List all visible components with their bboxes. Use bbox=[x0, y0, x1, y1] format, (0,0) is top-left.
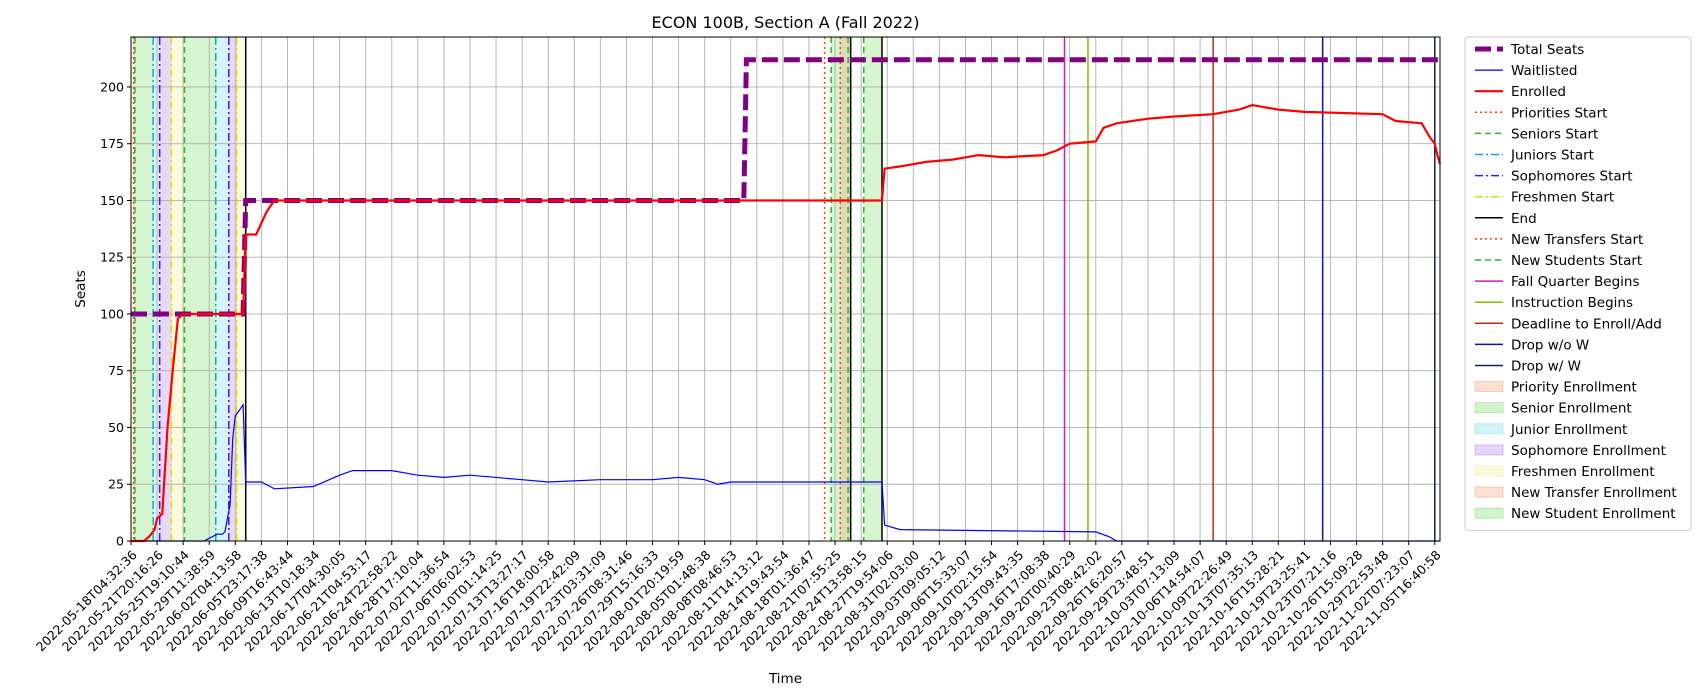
legend-label-1: Waitlisted bbox=[1511, 63, 1578, 79]
y-tick-label-5: 125 bbox=[100, 250, 124, 265]
legend-label-14: Drop w/o W bbox=[1511, 337, 1589, 353]
legend-label-16: Priority Enrollment bbox=[1511, 380, 1637, 396]
region-3 bbox=[159, 37, 172, 541]
region-11 bbox=[863, 37, 882, 541]
series-line-1 bbox=[131, 402, 1440, 542]
region-6 bbox=[215, 37, 229, 541]
legend-swatch-21 bbox=[1474, 486, 1504, 498]
legend-swatch-19 bbox=[1474, 444, 1504, 456]
enrollment-regions bbox=[133, 37, 882, 541]
legend-swatch-20 bbox=[1474, 465, 1504, 477]
legend-label-8: End bbox=[1511, 211, 1537, 227]
region-10 bbox=[840, 37, 851, 541]
legend-swatch-22 bbox=[1474, 507, 1504, 519]
y-tick-label-3: 75 bbox=[108, 363, 124, 378]
y-tick-label-0: 0 bbox=[116, 534, 124, 549]
series-line-0 bbox=[131, 57, 1440, 317]
region-7 bbox=[228, 37, 237, 541]
y-tick-label-2: 50 bbox=[108, 420, 124, 435]
legend-label-3: Priorities Start bbox=[1511, 105, 1607, 121]
grid-lines bbox=[130, 37, 1440, 542]
y-axis-label: Seats bbox=[73, 270, 89, 307]
legend-label-0: Total Seats bbox=[1510, 42, 1584, 58]
series-line-2 bbox=[131, 103, 1442, 543]
legend-label-10: New Students Start bbox=[1511, 253, 1642, 269]
legend-swatch-17 bbox=[1474, 402, 1504, 414]
legend-label-9: New Transfers Start bbox=[1511, 232, 1643, 248]
y-tick-label-1: 25 bbox=[108, 477, 124, 492]
x-axis-label: Time bbox=[768, 671, 802, 687]
legend-label-15: Drop w/ W bbox=[1511, 359, 1581, 375]
y-tick-label-8: 200 bbox=[100, 79, 124, 94]
region-1 bbox=[134, 37, 154, 541]
y-tick-label-6: 150 bbox=[100, 193, 124, 208]
region-4 bbox=[171, 37, 185, 541]
region-5 bbox=[184, 37, 216, 541]
x-axis-ticks: 2022-05-18T04:32:362022-05-21T20:16:2620… bbox=[33, 541, 1444, 654]
plot-frame bbox=[130, 36, 1441, 542]
legend-label-12: Instruction Begins bbox=[1511, 295, 1633, 311]
legend-label-18: Junior Enrollment bbox=[1510, 422, 1627, 438]
region-8 bbox=[236, 37, 246, 541]
event-lines bbox=[132, 37, 1436, 541]
data-series bbox=[131, 57, 1442, 543]
legend-label-19: Sophomore Enrollment bbox=[1511, 443, 1666, 459]
legend-label-4: Seniors Start bbox=[1511, 126, 1598, 142]
legend-label-20: Freshmen Enrollment bbox=[1511, 464, 1655, 480]
legend-swatch-18 bbox=[1474, 423, 1504, 435]
legend-label-7: Freshmen Start bbox=[1511, 190, 1614, 206]
legend-label-5: Juniors Start bbox=[1510, 148, 1594, 164]
legend-label-22: New Student Enrollment bbox=[1511, 506, 1676, 522]
legend-swatch-16 bbox=[1474, 381, 1504, 393]
legend-label-21: New Transfer Enrollment bbox=[1511, 485, 1677, 501]
legend-label-6: Sophomores Start bbox=[1511, 169, 1633, 185]
legend-label-11: Fall Quarter Begins bbox=[1511, 274, 1640, 290]
y-axis-ticks: 0 25 50 75 100 125 150 175 200 bbox=[100, 79, 131, 549]
legend-label-2: Enrolled bbox=[1511, 84, 1566, 100]
chart-title: ECON 100B, Section A (Fall 2022) bbox=[652, 13, 920, 32]
legend-label-13: Deadline to Enroll/Add bbox=[1511, 316, 1662, 332]
region-2 bbox=[153, 37, 160, 541]
y-tick-label-4: 100 bbox=[100, 306, 124, 321]
legend-label-17: Senior Enrollment bbox=[1511, 401, 1632, 417]
legend-box bbox=[1464, 36, 1692, 531]
y-tick-label-7: 175 bbox=[100, 136, 124, 151]
legend: Total Seats Waitlisted Enrolled Priorities … bbox=[1464, 36, 1692, 531]
